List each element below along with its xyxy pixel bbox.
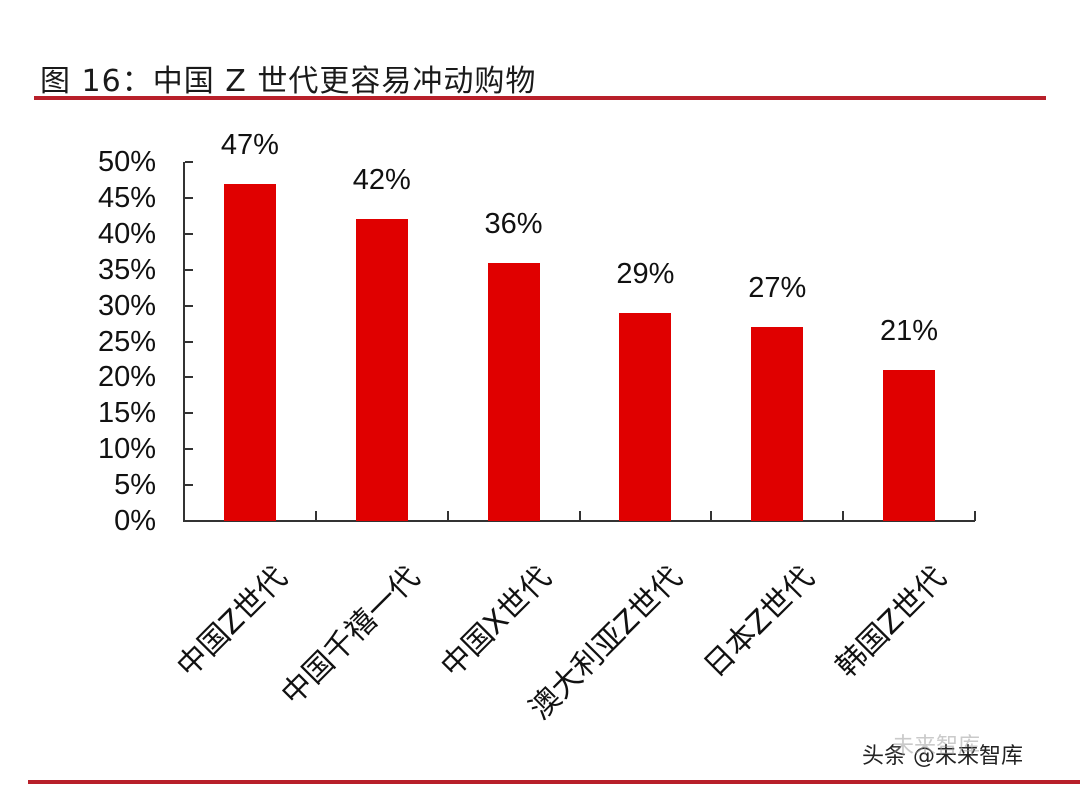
x-tick	[314, 511, 317, 521]
y-tick-label: 0%	[114, 505, 156, 537]
y-tick	[185, 232, 193, 235]
bar	[487, 262, 540, 521]
bar	[223, 183, 276, 521]
x-category-label: 日本Z世代	[697, 560, 822, 685]
bar	[883, 370, 936, 521]
x-tick	[578, 511, 581, 521]
x-category-label: 韩国Z世代	[829, 560, 954, 685]
y-axis	[183, 162, 185, 522]
x-category-label: 中国千禧一代	[274, 560, 427, 713]
bar-value-label: 47%	[220, 128, 279, 161]
bar-value-label: 42%	[352, 164, 411, 197]
y-tick	[185, 376, 193, 379]
y-tick-label: 35%	[97, 253, 156, 286]
x-tick	[842, 511, 845, 521]
y-tick	[185, 448, 193, 451]
y-tick	[185, 412, 193, 415]
bar-value-label: 29%	[616, 257, 675, 290]
watermark: 未来智库 头条 @未来智库	[862, 734, 1023, 770]
y-tick	[185, 304, 193, 307]
x-tick	[446, 511, 449, 521]
watermark-text: 头条 @未来智库	[862, 744, 1023, 769]
y-tick	[185, 161, 193, 163]
chart-title: 图 16：中国 Z 世代更容易冲动购物	[40, 64, 537, 99]
y-tick	[185, 196, 193, 199]
footer-divider	[28, 780, 1080, 784]
bar	[619, 312, 672, 521]
y-tick	[185, 340, 193, 343]
y-tick-label: 45%	[97, 181, 156, 214]
y-tick-label: 30%	[97, 289, 156, 322]
x-tick	[974, 511, 976, 521]
y-tick-label: 50%	[97, 146, 156, 178]
y-tick	[185, 268, 193, 271]
y-tick-label: 25%	[97, 325, 156, 358]
y-tick-label: 5%	[114, 469, 156, 502]
bar-value-label: 36%	[484, 207, 543, 240]
y-tick	[185, 484, 193, 487]
x-axis	[183, 520, 975, 522]
x-category-label: 中国X世代	[433, 560, 558, 685]
y-tick-label: 20%	[97, 361, 156, 394]
bar-value-label: 21%	[880, 315, 939, 348]
y-tick-label: 15%	[97, 397, 156, 430]
bar-value-label: 27%	[748, 272, 807, 305]
y-tick-label: 40%	[97, 217, 156, 250]
bar	[355, 219, 408, 521]
watermark-faint: 未来智库	[892, 734, 981, 759]
bar	[751, 327, 804, 521]
x-tick	[710, 511, 713, 521]
title-divider	[34, 96, 1046, 100]
x-category-label: 中国Z世代	[170, 560, 295, 685]
y-tick-label: 10%	[97, 433, 156, 466]
